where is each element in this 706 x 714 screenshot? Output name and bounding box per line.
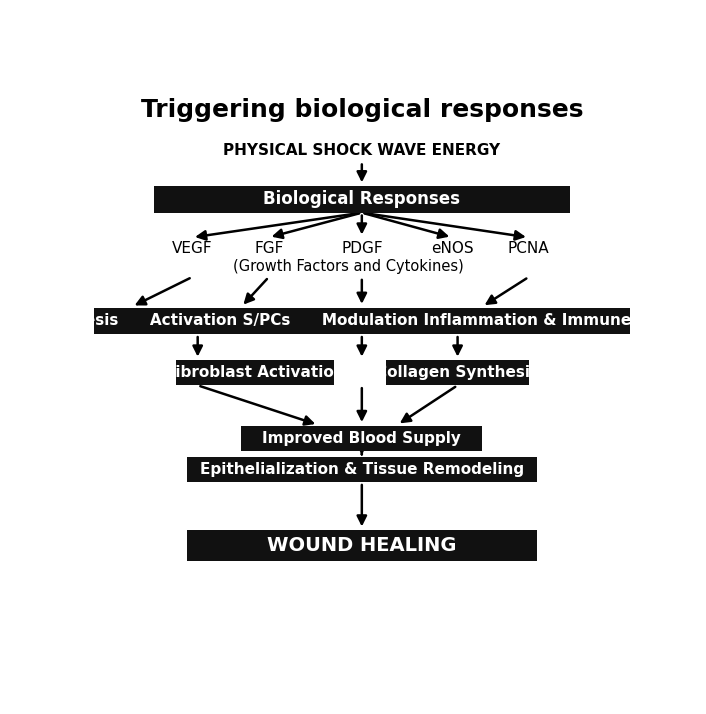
Text: WOUND HEALING: WOUND HEALING xyxy=(267,536,457,555)
FancyBboxPatch shape xyxy=(154,186,570,213)
FancyBboxPatch shape xyxy=(186,457,537,482)
Text: Epithelialization & Tissue Remodeling: Epithelialization & Tissue Remodeling xyxy=(200,462,524,477)
Text: PHYSICAL SHOCK WAVE ENERGY: PHYSICAL SHOCK WAVE ENERGY xyxy=(223,143,501,158)
FancyBboxPatch shape xyxy=(386,360,529,386)
Text: Angiogenesis      Activation S/PCs      Modulation Inflammation & Immune Respons: Angiogenesis Activation S/PCs Modulation… xyxy=(4,313,706,328)
Text: Biological Responses: Biological Responses xyxy=(263,191,460,208)
FancyBboxPatch shape xyxy=(176,360,335,386)
FancyBboxPatch shape xyxy=(241,426,482,451)
Text: eNOS: eNOS xyxy=(431,241,474,256)
Text: (Growth Factors and Cytokines): (Growth Factors and Cytokines) xyxy=(233,258,464,273)
Text: PCNA: PCNA xyxy=(508,241,549,256)
Text: Collagen Synthesis: Collagen Synthesis xyxy=(376,365,539,380)
Text: PDGF: PDGF xyxy=(341,241,383,256)
Text: FGF: FGF xyxy=(254,241,284,256)
Text: VEGF: VEGF xyxy=(172,241,213,256)
Text: Fibroblast Activation: Fibroblast Activation xyxy=(165,365,345,380)
Text: Improved Blood Supply: Improved Blood Supply xyxy=(263,431,461,446)
Text: Triggering biological responses: Triggering biological responses xyxy=(140,99,583,122)
FancyBboxPatch shape xyxy=(186,531,537,561)
FancyBboxPatch shape xyxy=(94,308,630,334)
